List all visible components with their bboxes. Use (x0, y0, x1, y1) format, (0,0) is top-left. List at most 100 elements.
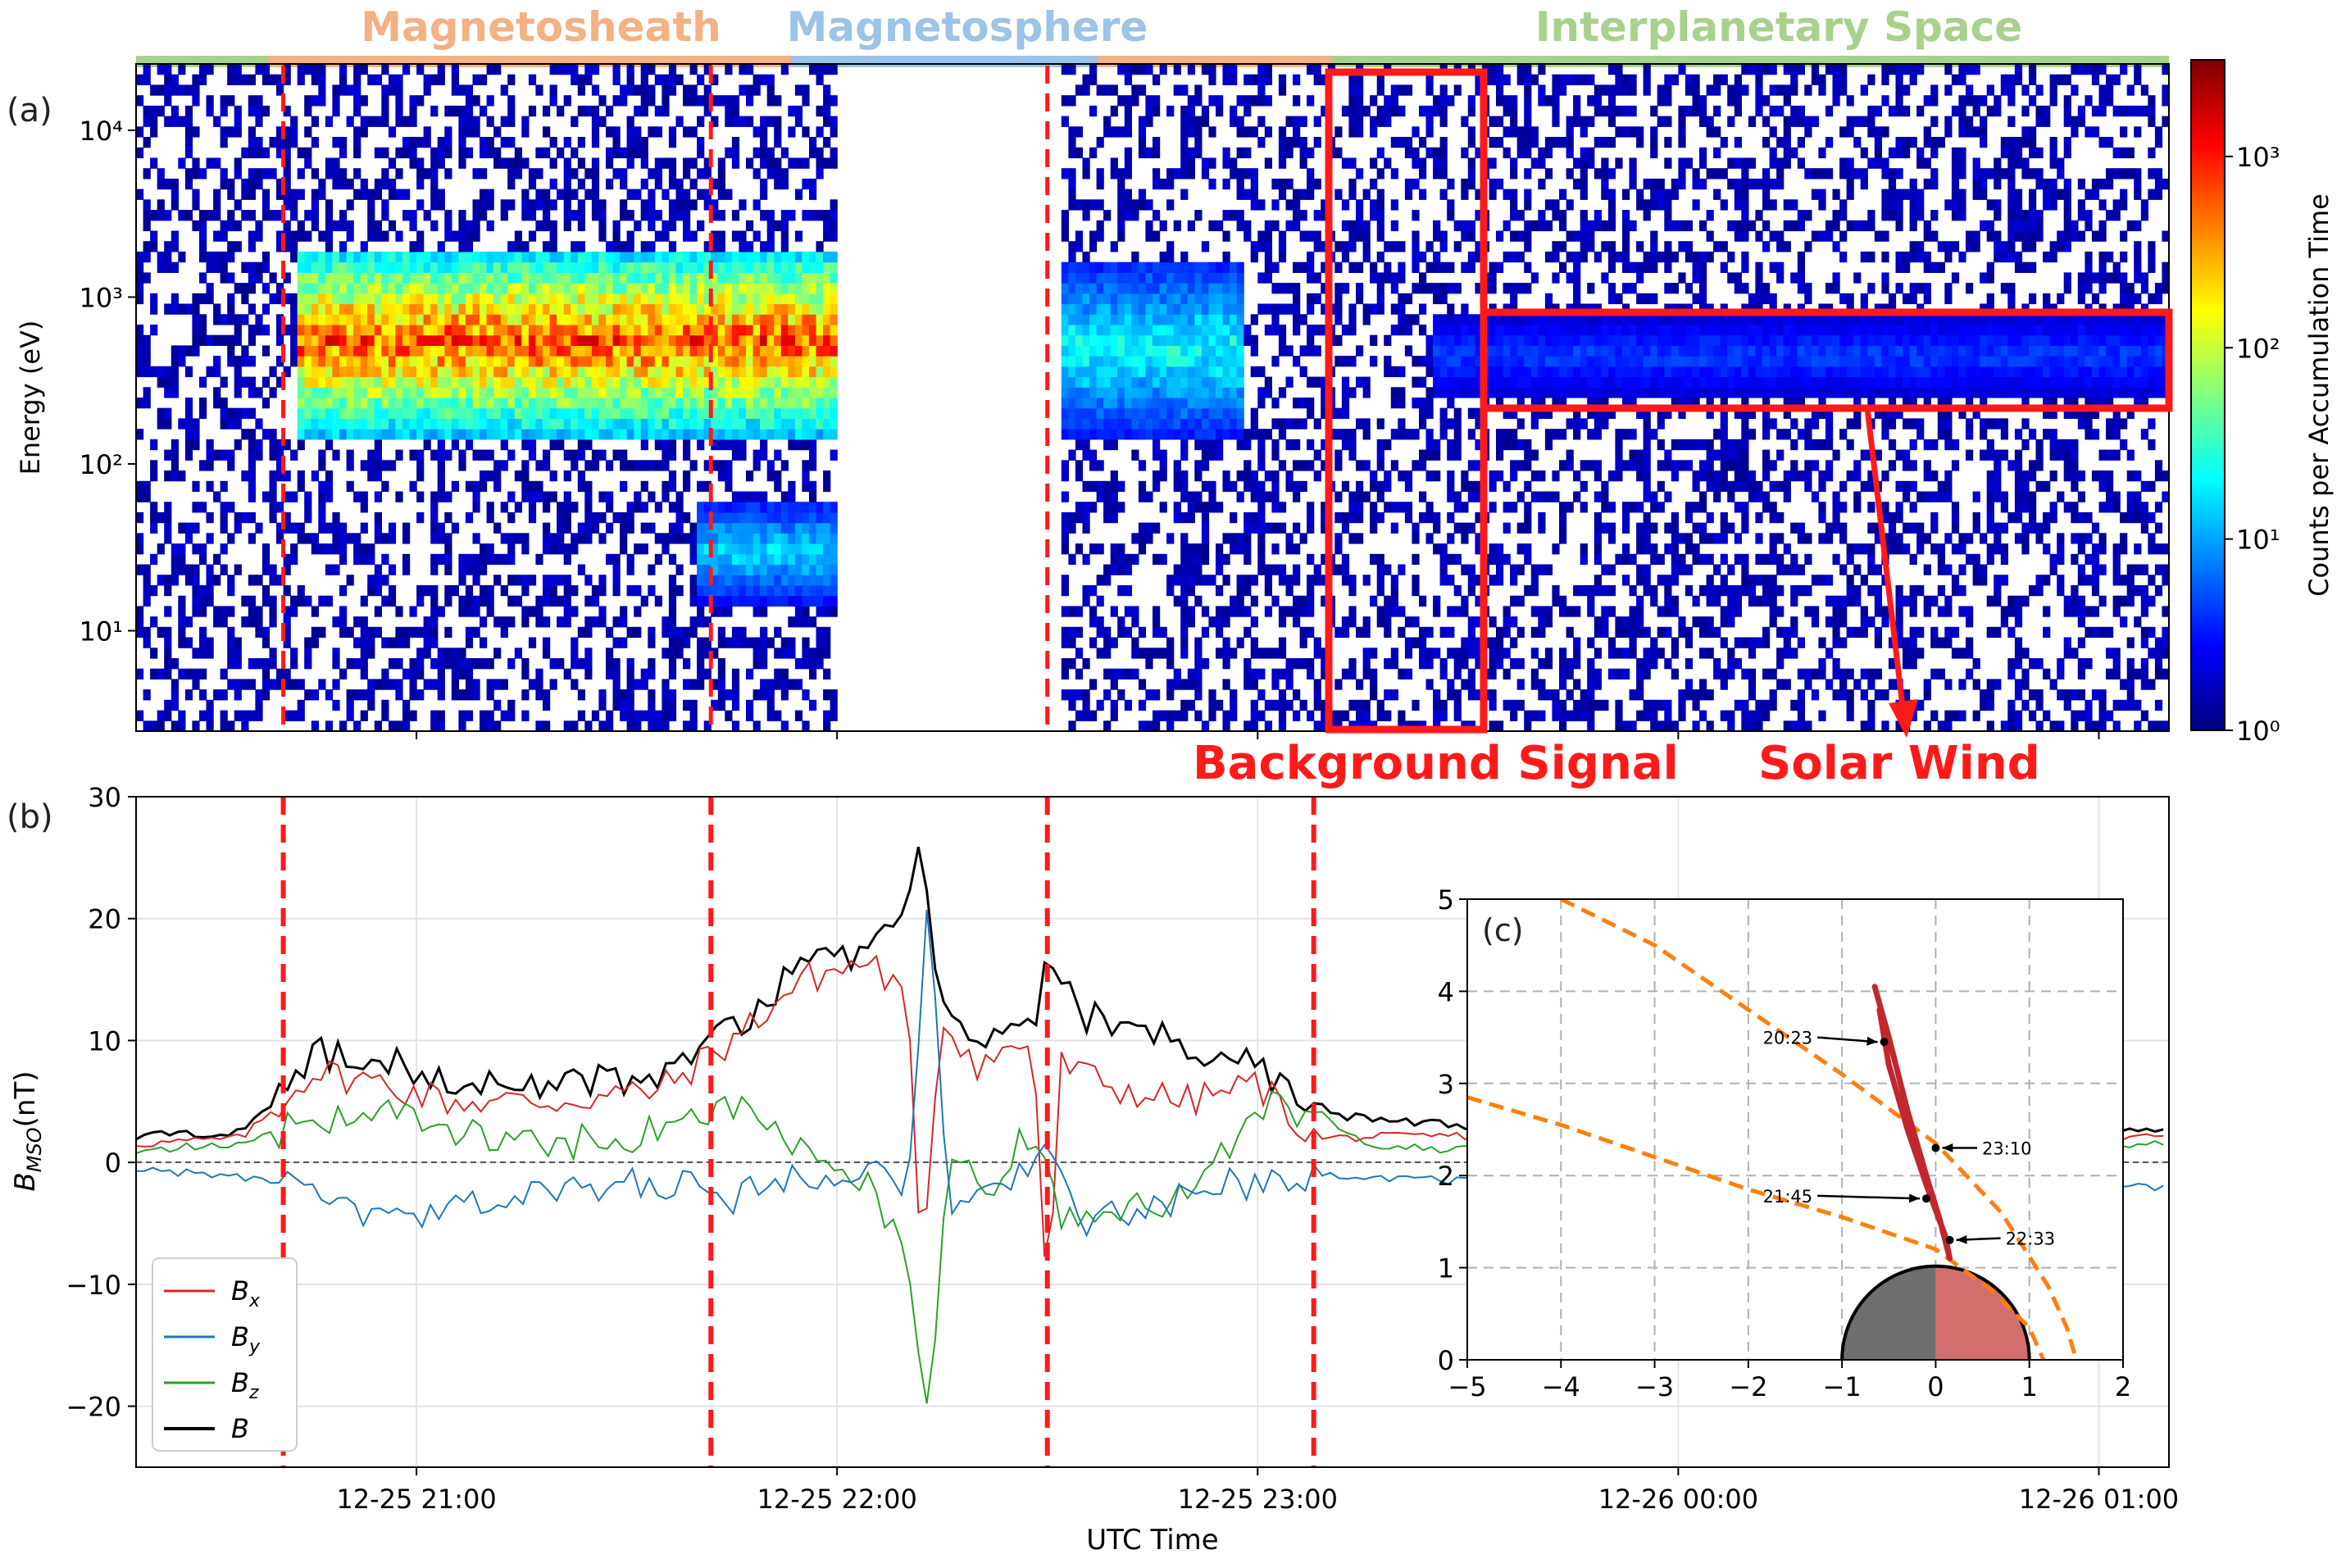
heatmap-cell (626, 376, 634, 388)
heatmap-cell (1061, 210, 1069, 221)
heatmap-cell (1271, 699, 1280, 711)
heatmap-cell (199, 334, 207, 346)
heatmap-cell (1173, 376, 1181, 388)
heatmap-cell (283, 272, 291, 284)
heatmap-cell (486, 303, 494, 315)
heatmap-cell (697, 606, 705, 617)
heatmap-cell (746, 345, 754, 357)
heatmap-cell (1180, 637, 1189, 648)
heatmap-cell (711, 553, 719, 566)
heatmap-cell (711, 95, 719, 107)
heatmap-cell (276, 84, 284, 96)
heatmap-cell (557, 189, 565, 200)
heatmap-cell (248, 283, 256, 294)
heatmap-cell (626, 407, 634, 419)
heatmap-cell (739, 564, 747, 575)
heatmap-cell (199, 502, 207, 513)
heatmap-cell (697, 283, 705, 294)
heatmap-cell (480, 147, 488, 159)
heatmap-cell (1173, 303, 1181, 315)
heatmap-cell (1061, 575, 1069, 586)
heatmap-cell (711, 116, 719, 127)
heatmap-cell (360, 637, 368, 648)
heatmap-cell (1264, 74, 1272, 85)
heatmap-cell (416, 511, 425, 524)
heatmap-cell (752, 126, 761, 138)
heatmap-cell (360, 522, 368, 534)
heatmap-cell (213, 387, 221, 398)
heatmap-cell (830, 543, 838, 555)
heatmap-cell (809, 325, 817, 336)
heatmap-cell (1131, 668, 1139, 679)
heatmap-cell (830, 157, 838, 169)
heatmap-cell (276, 325, 284, 336)
heatmap-cell (788, 387, 796, 398)
heatmap-cell (311, 116, 319, 127)
heatmap-cell (367, 251, 375, 263)
heatmap-cell (1307, 345, 1315, 357)
heatmap-cell (339, 584, 348, 597)
heatmap-cell (409, 449, 417, 461)
heatmap-cell (486, 658, 494, 670)
heatmap-cell (1216, 429, 1224, 440)
heatmap-cell (571, 168, 579, 180)
heatmap-cell (766, 334, 775, 346)
heatmap-cell (1138, 648, 1147, 659)
heatmap-cell (1103, 511, 1112, 524)
heatmap-cell (1201, 356, 1210, 367)
heatmap-cell (620, 178, 628, 190)
heatmap-cell (668, 157, 677, 169)
heatmap-cell (802, 564, 810, 575)
heatmap-cell (697, 95, 705, 107)
heatmap-cell (430, 272, 439, 284)
spectrogram-heatmap (136, 64, 2169, 731)
heatmap-cell (1089, 460, 1098, 471)
heatmap-cell (493, 460, 502, 471)
heatmap-cell (760, 626, 768, 639)
heatmap-cell (486, 293, 494, 305)
heatmap-cell (662, 314, 670, 325)
heatmap-cell (234, 105, 242, 117)
heatmap-cell (1068, 95, 1076, 107)
heatmap-cell (725, 116, 733, 127)
heatmap-cell (788, 398, 796, 409)
heatmap-cell (444, 491, 452, 502)
heatmap-cell (346, 387, 354, 398)
heatmap-cell (528, 637, 537, 648)
heatmap-cell (402, 429, 411, 440)
heatmap-cell (311, 272, 319, 284)
heatmap-cell (648, 84, 656, 96)
heatmap-cell (774, 387, 782, 398)
heatmap-cell (1138, 398, 1147, 409)
heatmap-cell (486, 679, 494, 690)
heatmap-cell (752, 595, 761, 607)
heatmap-cell (157, 626, 165, 639)
heatmap-cell (1293, 710, 1301, 721)
heatmap-cell (1082, 553, 1090, 566)
heatmap-cell (766, 303, 775, 315)
heatmap-cell (697, 658, 705, 670)
heatmap-cell (563, 168, 571, 180)
heatmap-cell (703, 543, 712, 555)
heatmap-cell (612, 283, 621, 294)
heatmap-cell (746, 334, 754, 346)
heatmap-cell (549, 314, 557, 325)
heatmap-cell (662, 293, 670, 305)
heatmap-cell (1216, 345, 1224, 357)
heatmap-cell (760, 137, 768, 148)
heatmap-cell (809, 648, 817, 659)
heatmap-cell (178, 668, 186, 679)
heatmap-cell (283, 137, 291, 148)
heatmap-cell (276, 502, 284, 513)
heatmap-cell (1173, 710, 1181, 721)
heatmap-cell (703, 553, 712, 566)
heatmap-cell (486, 334, 494, 346)
heatmap-cell (1117, 178, 1125, 190)
heatmap-cell (1089, 74, 1098, 85)
heatmap-cell (276, 668, 284, 679)
heatmap-cell (500, 533, 508, 544)
heatmap-cell (507, 710, 516, 721)
heatmap-cell (325, 418, 334, 429)
heatmap-cell (381, 325, 389, 336)
heatmap-cell (591, 595, 600, 607)
